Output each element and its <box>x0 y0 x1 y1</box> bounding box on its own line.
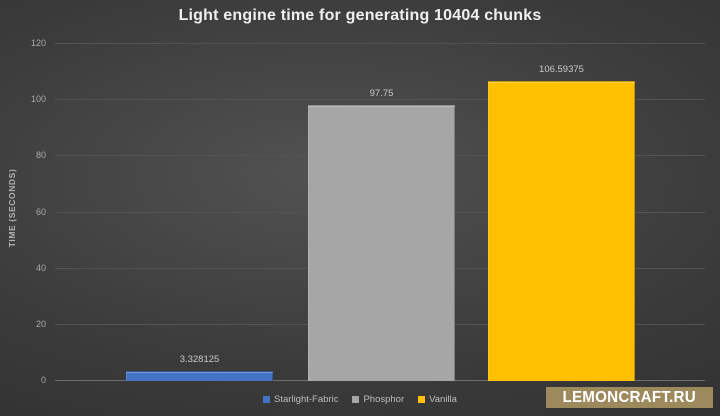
bar-value-label: 97.75 <box>369 88 394 100</box>
bar-vanilla <box>488 80 635 381</box>
legend-item-phosphor: Phosphor <box>352 394 404 405</box>
legend-label: Starlight-Fabric <box>274 393 339 405</box>
bar-phosphor <box>308 105 455 381</box>
gridline <box>55 43 705 44</box>
legend-label: Vanilla <box>429 393 457 405</box>
gridline <box>55 99 705 101</box>
bar-starlight-fabric <box>126 370 273 381</box>
legend-swatch <box>418 395 426 403</box>
y-tick-label: 40 <box>35 262 46 273</box>
y-tick-label: 0 <box>40 375 46 385</box>
y-tick-label: 60 <box>35 206 46 217</box>
watermark-text: LEMONCRAFT.RU <box>562 388 697 406</box>
bar-value-label: 106.59375 <box>539 63 584 75</box>
bar-value-label: 3.328125 <box>179 353 220 365</box>
legend-swatch <box>263 395 271 403</box>
legend-item-vanilla: Vanilla <box>418 394 457 405</box>
y-tick-label: 80 <box>35 150 46 161</box>
y-tick-label: 20 <box>35 318 46 329</box>
watermark-badge: LEMONCRAFT.RU <box>546 387 713 408</box>
legend-label: Phosphor <box>363 393 405 405</box>
legend-swatch <box>352 395 360 403</box>
legend: Starlight-Fabric Phosphor Vanilla <box>0 391 720 407</box>
legend-item-starlight-fabric: Starlight-Fabric <box>263 394 338 405</box>
chart-title: Light engine time for generating 10404 c… <box>178 7 542 24</box>
y-tick-label: 100 <box>30 94 46 105</box>
y-tick-label: 120 <box>30 38 46 48</box>
